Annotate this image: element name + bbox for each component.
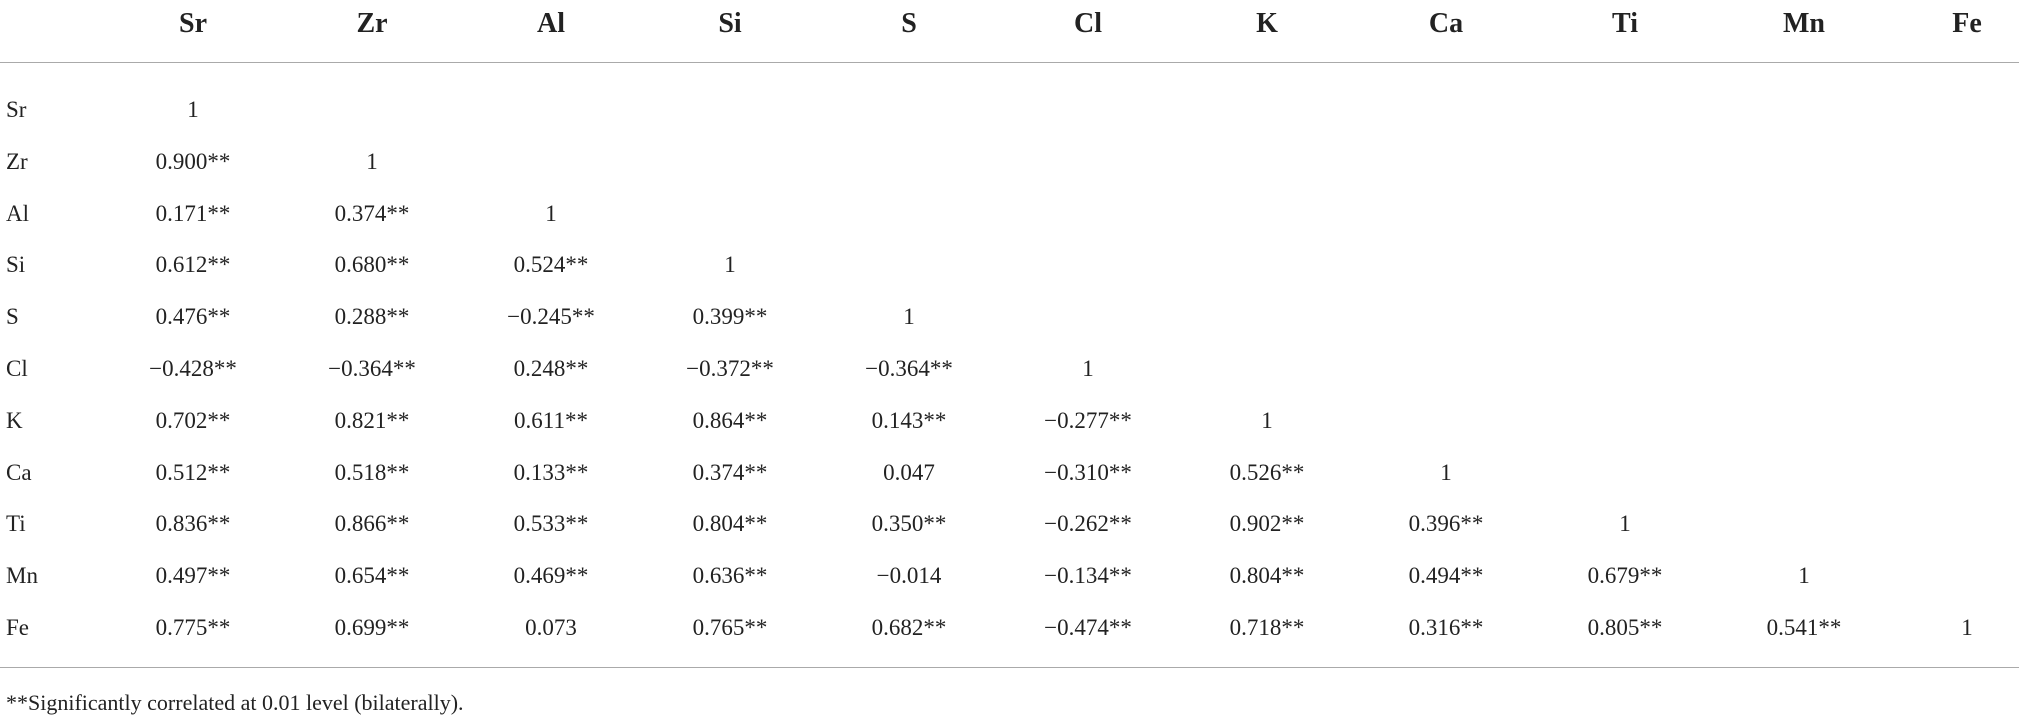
cell: 1 [1798,563,1810,589]
cell: 0.611** [514,407,588,433]
cell: 0.526** [1229,459,1305,485]
column-header: Cl [1074,8,1102,39]
cell: 1 [724,252,736,278]
row-label: Al [6,200,29,226]
cell: 0.821** [334,407,410,433]
column-header: Al [537,8,565,39]
cell: 0.047 [883,459,935,485]
cell: 0.248** [513,356,589,381]
cell: −0.014 [876,563,942,589]
cell: 0.396** [1408,511,1484,537]
cell: 0.864** [692,407,768,433]
cell: 0.524** [513,252,589,278]
row-label: Ca [6,459,32,485]
cell: 0.171** [155,200,231,226]
cell: −0.262** [1044,511,1132,537]
cell: 0.350** [871,511,947,537]
cell: 0.765** [692,615,768,640]
cell: 0.541** [1766,615,1842,640]
cell: −0.372** [686,356,774,381]
cell: 0.316** [1408,615,1484,640]
cell: 1 [1440,459,1452,485]
cell: 0.533** [513,511,589,537]
header-rule [0,62,2019,63]
cell: 0.836** [155,511,231,537]
column-header: Sr [179,8,207,39]
column-header: Fe [1952,8,1982,39]
cell: 0.133** [513,459,589,485]
cell: 0.902** [1229,511,1305,537]
cell: 0.682** [871,615,947,640]
cell: 0.143** [871,407,947,433]
column-header: Si [718,8,742,39]
cell: 1 [545,200,557,226]
cell: 1 [1619,511,1631,537]
row-label: Ti [6,511,26,537]
cell: 0.288** [334,304,410,330]
cell: 1 [1961,615,1973,640]
column-header: Mn [1783,8,1825,39]
cell: 0.399** [692,304,768,330]
cell: 0.512** [155,459,231,485]
cell: 1 [1082,356,1094,381]
row-label: Si [6,252,26,278]
cell: 0.775** [155,615,231,640]
row-label: S [6,304,19,330]
row-label: Mn [6,563,38,589]
cell: 0.804** [692,511,768,537]
cell: 0.866** [334,511,410,537]
cell: 0.679** [1587,563,1663,589]
cell: 0.374** [692,459,768,485]
cell: 1 [366,148,378,174]
cell: 0.804** [1229,563,1305,589]
cell: −0.245** [507,304,595,330]
row-label: Sr [6,97,27,122]
cell: 0.374** [334,200,410,226]
cell: −0.474** [1044,615,1132,640]
cell: 0.654** [334,563,410,589]
cell: −0.364** [328,356,416,381]
column-header: Ca [1428,8,1464,39]
cell: 0.636** [692,563,768,589]
cell: 0.680** [334,252,410,278]
cell: 0.900** [155,148,231,174]
column-header: S [901,8,917,39]
cell: −0.277** [1044,407,1132,433]
cell: 0.497** [155,563,231,589]
cell: 0.494** [1408,563,1484,589]
row-label: Cl [6,356,28,381]
cell: 0.469** [513,563,589,589]
cell: 0.718** [1229,615,1305,640]
cell: 1 [1261,407,1273,433]
footnote: **Significantly correlated at 0.01 level… [6,690,464,715]
column-header: K [1256,8,1278,39]
cell: 0.805** [1587,615,1663,640]
cell: −0.310** [1044,459,1132,485]
column-header: Zr [356,8,388,39]
cell: −0.364** [865,356,953,381]
cell: 0.476** [155,304,231,330]
column-header: Ti [1612,8,1638,39]
cell: 0.518** [334,459,410,485]
cell: −0.428** [149,356,237,381]
cell: 0.699** [334,615,410,640]
cell: 1 [187,97,199,122]
row-label: Zr [6,148,28,174]
cell: 0.073 [525,615,577,640]
row-label: Fe [6,615,29,640]
cell: 0.612** [155,252,231,278]
cell: −0.134** [1044,563,1132,589]
cell: 0.702** [155,407,231,433]
bottom-rule [0,667,2019,668]
row-label: K [6,407,23,433]
cell: 1 [903,304,915,330]
